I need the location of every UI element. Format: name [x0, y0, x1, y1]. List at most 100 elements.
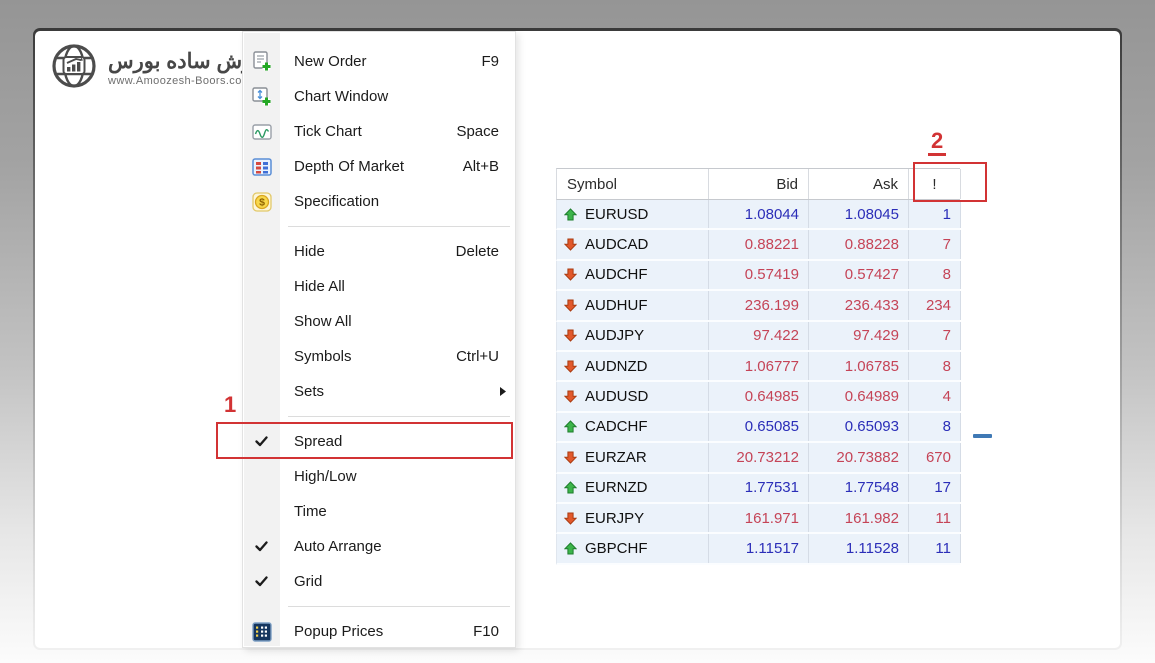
menu-item-chart-window[interactable]: Chart Window: [243, 79, 515, 114]
depth-of-market-icon: [243, 157, 280, 176]
bid-cell: 97.422: [709, 321, 809, 350]
table-row-eurnzd[interactable]: EURNZD 1.77531 1.77548 17: [556, 473, 961, 504]
ask-cell: 1.06785: [809, 351, 909, 381]
bid-cell: 161.971: [709, 503, 809, 533]
table-row-audhuf[interactable]: AUDHUF 236.199 236.433 234: [556, 291, 961, 322]
menu-item-specification[interactable]: $ Specification: [243, 184, 515, 219]
menu-item-symbols[interactable]: Symbols Ctrl+U: [243, 339, 515, 374]
cursor-dash: [973, 434, 992, 438]
menu-item-hide[interactable]: Hide Delete: [243, 234, 515, 269]
column-header-bid[interactable]: Bid: [709, 169, 809, 199]
menu-item-hide-all[interactable]: Hide All: [243, 269, 515, 304]
table-row-eurzar[interactable]: EURZAR 20.73212 20.73882 670: [556, 443, 961, 474]
bid-cell: 236.199: [709, 291, 809, 320]
table-row-audusd[interactable]: AUDUSD 0.64985 0.64989 4: [556, 382, 961, 413]
ask-cell: 0.64989: [809, 382, 909, 411]
check-icon: [243, 541, 280, 552]
spread-cell: 7: [909, 321, 961, 350]
menu-separator: [243, 599, 515, 614]
column-header-spread[interactable]: !: [909, 169, 961, 199]
menu-item-spread[interactable]: Spread: [243, 424, 515, 459]
column-header-ask[interactable]: Ask: [809, 169, 909, 199]
market-watch-table: Symbol Bid Ask! EURUSD 1.08044 1.08045 1 AUDCA…: [556, 168, 961, 565]
menu-item-shortcut: F9: [481, 53, 499, 70]
menu-item-popup-prices[interactable]: Popup Prices F10: [243, 614, 515, 649]
spread-cell: 17: [909, 473, 961, 502]
spread-cell: 670: [909, 443, 961, 472]
menu-item-label: Chart Window: [294, 88, 389, 105]
menu-item-high-low[interactable]: High/Low: [243, 459, 515, 494]
column-header-symbol[interactable]: Symbol: [557, 169, 709, 199]
menu-item-depth-of-market[interactable]: Depth Of Market Alt+B: [243, 149, 515, 184]
symbol-name: EURZAR: [585, 448, 647, 466]
tick-chart-icon: [243, 123, 280, 140]
down-arrow-icon: [564, 299, 577, 312]
menu-item-time[interactable]: Time: [243, 494, 515, 529]
symbol-name: AUDNZD: [585, 357, 648, 375]
table-row-gbpchf[interactable]: GBPCHF 1.11517 1.11528 11: [556, 534, 961, 565]
symbol-cell: AUDUSD: [557, 382, 709, 411]
ask-cell: 0.65093: [809, 412, 909, 442]
check-icon: [243, 576, 280, 587]
spread-cell: 234: [909, 291, 961, 320]
symbol-name: EURUSD: [585, 205, 649, 223]
menu-item-label: New Order: [294, 53, 367, 70]
menu-item-shortcut: Alt+B: [462, 158, 499, 175]
symbol-cell: EURZAR: [557, 443, 709, 472]
up-arrow-icon: [564, 481, 577, 494]
spread-cell: 7: [909, 230, 961, 259]
table-row-eurusd[interactable]: EURUSD 1.08044 1.08045 1: [556, 200, 961, 231]
spread-cell: 11: [909, 534, 961, 563]
table-row-audcad[interactable]: AUDCAD 0.88221 0.88228 7: [556, 230, 961, 261]
symbol-name: GBPCHF: [585, 539, 648, 557]
menu-item-label: Depth Of Market: [294, 158, 405, 175]
menu-item-shortcut: F10: [473, 623, 499, 640]
menu-separator-line: [288, 416, 510, 417]
symbol-name: CADCHF: [585, 418, 648, 436]
menu-item-grid[interactable]: Grid: [243, 564, 515, 599]
table-body: EURUSD 1.08044 1.08045 1 AUDCAD 0.88221 0.8822…: [556, 200, 961, 565]
logo-title: آموزش ساده بورس: [108, 49, 281, 73]
table-row-eurjpy[interactable]: EURJPY 161.971 161.982 11: [556, 503, 961, 535]
menu-separator-line: [288, 606, 510, 607]
menu-item-label: Specification: [294, 193, 380, 210]
menu-item-auto-arrange[interactable]: Auto Arrange: [243, 529, 515, 564]
symbol-name: AUDCHF: [585, 266, 648, 284]
symbol-name: AUDJPY: [585, 327, 645, 345]
symbol-name: EURNZD: [585, 479, 648, 497]
bid-cell: 1.11517: [709, 534, 809, 563]
menu-item-show-all[interactable]: Show All: [243, 304, 515, 339]
annotation-label-1: 1: [224, 392, 237, 417]
up-arrow-icon: [564, 420, 577, 433]
chart-window-icon: [243, 86, 280, 107]
menu-separator: [243, 409, 515, 424]
menu-item-label: Symbols: [294, 348, 352, 365]
specification-icon: $: [243, 191, 280, 212]
menu-item-label: Hide All: [294, 278, 345, 295]
menu-item-label: Tick Chart: [294, 123, 362, 140]
menu-item-label: Popup Prices: [294, 623, 384, 640]
table-row-audnzd[interactable]: AUDNZD 1.06777 1.06785 8: [556, 351, 961, 383]
table-header: Symbol Bid Ask!: [556, 168, 961, 200]
symbol-cell: CADCHF: [557, 412, 709, 442]
menu-item-new-order[interactable]: New Order F9: [243, 44, 515, 79]
up-arrow-icon: [564, 542, 577, 555]
menu-item-label: Grid: [294, 573, 323, 590]
up-arrow-icon: [564, 207, 577, 221]
menu-item-tick-chart[interactable]: Tick Chart Space: [243, 114, 515, 149]
table-row-audjpy[interactable]: AUDJPY 97.422 97.429 7: [556, 321, 961, 352]
menu-item-shortcut: Ctrl+U: [456, 348, 499, 365]
symbol-name: AUDHUF: [585, 296, 648, 314]
spread-cell: 8: [909, 412, 961, 442]
bid-cell: 0.88221: [709, 230, 809, 259]
table-row-cadchf[interactable]: CADCHF 0.65085 0.65093 8: [556, 412, 961, 444]
ask-cell: 0.57427: [809, 260, 909, 290]
menu-item-label: High/Low: [294, 468, 357, 485]
symbol-cell: EURJPY: [557, 503, 709, 533]
menu-item-sets[interactable]: Sets: [243, 374, 515, 409]
annotation-box-spread: [216, 422, 513, 459]
table-row-audchf[interactable]: AUDCHF 0.57419 0.57427 8: [556, 260, 961, 292]
symbol-cell: AUDNZD: [557, 351, 709, 381]
ask-cell: 1.11528: [809, 534, 909, 563]
